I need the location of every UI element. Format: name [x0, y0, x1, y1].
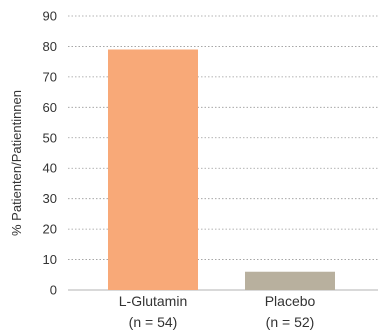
y-tick-label: 10: [43, 252, 57, 267]
y-axis-ticks: 0 10 20 30 40 50 60 70 80 90: [43, 9, 57, 298]
category-sample-size: (n = 52): [266, 314, 315, 330]
y-tick-label: 40: [43, 161, 57, 176]
bar: [108, 49, 198, 290]
y-tick-label: 50: [43, 130, 57, 145]
y-tick-label: 70: [43, 69, 57, 84]
y-tick-label: 20: [43, 222, 57, 237]
y-tick-label: 0: [50, 283, 57, 298]
category-sample-size: (n = 54): [129, 314, 178, 330]
y-tick-label: 60: [43, 100, 57, 115]
category-label: L-Glutamin: [119, 293, 187, 309]
x-axis-categories: L-Glutamin (n = 54) Placebo (n = 52): [119, 293, 316, 330]
bar: [245, 271, 335, 290]
y-axis-label: % Patienten/Patientinnen: [9, 90, 24, 236]
y-tick-label: 30: [43, 191, 57, 206]
bars: [108, 49, 335, 290]
y-tick-label: 90: [43, 9, 57, 24]
category-label: Placebo: [265, 293, 316, 309]
y-tick-label: 80: [43, 39, 57, 54]
